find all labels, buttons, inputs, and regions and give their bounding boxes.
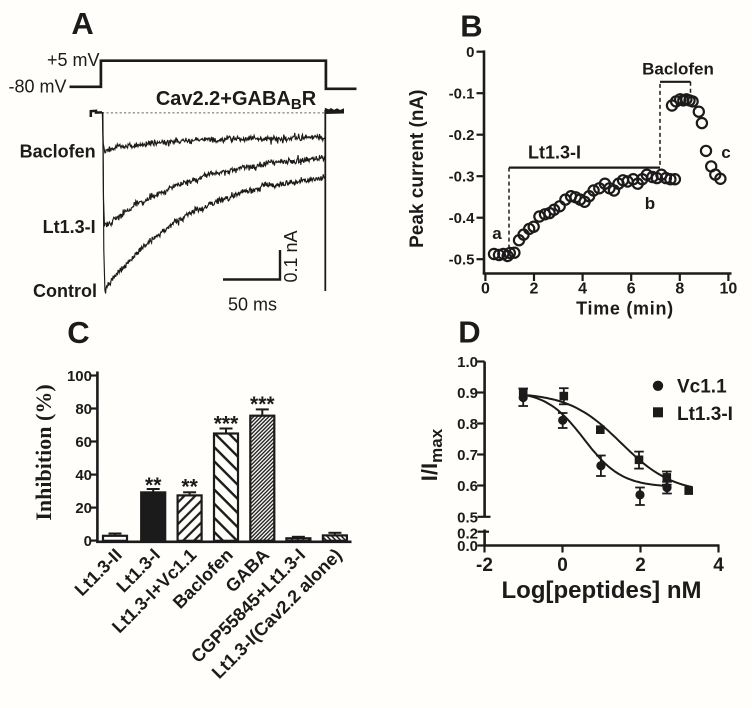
svg-text:0: 0: [84, 533, 92, 550]
svg-text:Cav2.2+GABABR: Cav2.2+GABABR: [156, 88, 317, 113]
svg-text:a: a: [492, 224, 502, 243]
svg-text:0.8: 0.8: [457, 416, 478, 433]
svg-text:-0.2: -0.2: [449, 127, 475, 144]
svg-text:b: b: [645, 194, 655, 213]
svg-text:***: ***: [214, 413, 239, 436]
svg-text:+5 mV: +5 mV: [47, 50, 100, 70]
svg-text:Peak current (nA): Peak current (nA): [407, 90, 428, 248]
svg-text:1.0: 1.0: [457, 354, 478, 371]
svg-text:Control: Control: [33, 281, 97, 301]
svg-text:Baclofen: Baclofen: [20, 142, 96, 162]
svg-text:0.5: 0.5: [457, 509, 478, 526]
svg-text:B: B: [460, 8, 482, 43]
svg-text:-0.5: -0.5: [449, 252, 475, 269]
svg-text:-0.3: -0.3: [449, 169, 475, 186]
svg-text:Lt1.3-I: Lt1.3-I: [528, 143, 581, 163]
svg-text:D: D: [458, 315, 480, 350]
svg-text:80: 80: [75, 401, 92, 418]
svg-text:**: **: [145, 474, 162, 497]
svg-text:0: 0: [557, 555, 568, 576]
svg-text:Inhibition (%): Inhibition (%): [31, 384, 56, 520]
svg-text:60: 60: [75, 434, 92, 451]
svg-text:2: 2: [530, 281, 539, 298]
svg-text:Log[peptides] nM: Log[peptides] nM: [502, 577, 702, 604]
svg-text:***: ***: [250, 393, 275, 416]
svg-text:4: 4: [713, 555, 724, 576]
svg-text:50 ms: 50 ms: [228, 295, 277, 315]
svg-text:I/Imax: I/Imax: [417, 428, 446, 481]
svg-text:Baclofen: Baclofen: [642, 59, 714, 78]
svg-text:-0.1: -0.1: [449, 86, 475, 103]
svg-text:0.0: 0.0: [457, 538, 478, 555]
svg-text:0.6: 0.6: [457, 478, 478, 495]
svg-text:10: 10: [720, 281, 738, 298]
svg-text:Time (min): Time (min): [576, 299, 674, 319]
svg-text:20: 20: [75, 500, 92, 517]
svg-text:0.2: 0.2: [457, 526, 478, 543]
svg-text:Lt1.3-I: Lt1.3-I: [43, 217, 96, 237]
svg-text:0: 0: [466, 44, 474, 61]
svg-text:0: 0: [481, 281, 490, 298]
svg-text:0.1 nA: 0.1 nA: [281, 230, 301, 282]
svg-text:Lt1.3-II: Lt1.3-II: [71, 545, 126, 600]
svg-text:c: c: [721, 143, 730, 162]
svg-text:0.9: 0.9: [457, 385, 478, 402]
svg-text:-2: -2: [476, 555, 493, 576]
svg-text:Lt1.3-I: Lt1.3-I: [677, 404, 733, 425]
svg-text:C: C: [67, 315, 89, 350]
svg-text:-80 mV: -80 mV: [8, 76, 66, 96]
svg-text:A: A: [71, 6, 93, 41]
svg-text:**: **: [181, 476, 198, 499]
svg-text:40: 40: [75, 467, 92, 484]
svg-text:0.7: 0.7: [457, 447, 478, 464]
svg-text:4: 4: [578, 281, 587, 298]
svg-text:100: 100: [67, 368, 92, 385]
svg-text:Vc1.1: Vc1.1: [677, 376, 727, 397]
svg-text:6: 6: [627, 281, 636, 298]
svg-text:2: 2: [635, 555, 646, 576]
svg-text:8: 8: [675, 281, 684, 298]
svg-text:-0.4: -0.4: [449, 210, 476, 227]
